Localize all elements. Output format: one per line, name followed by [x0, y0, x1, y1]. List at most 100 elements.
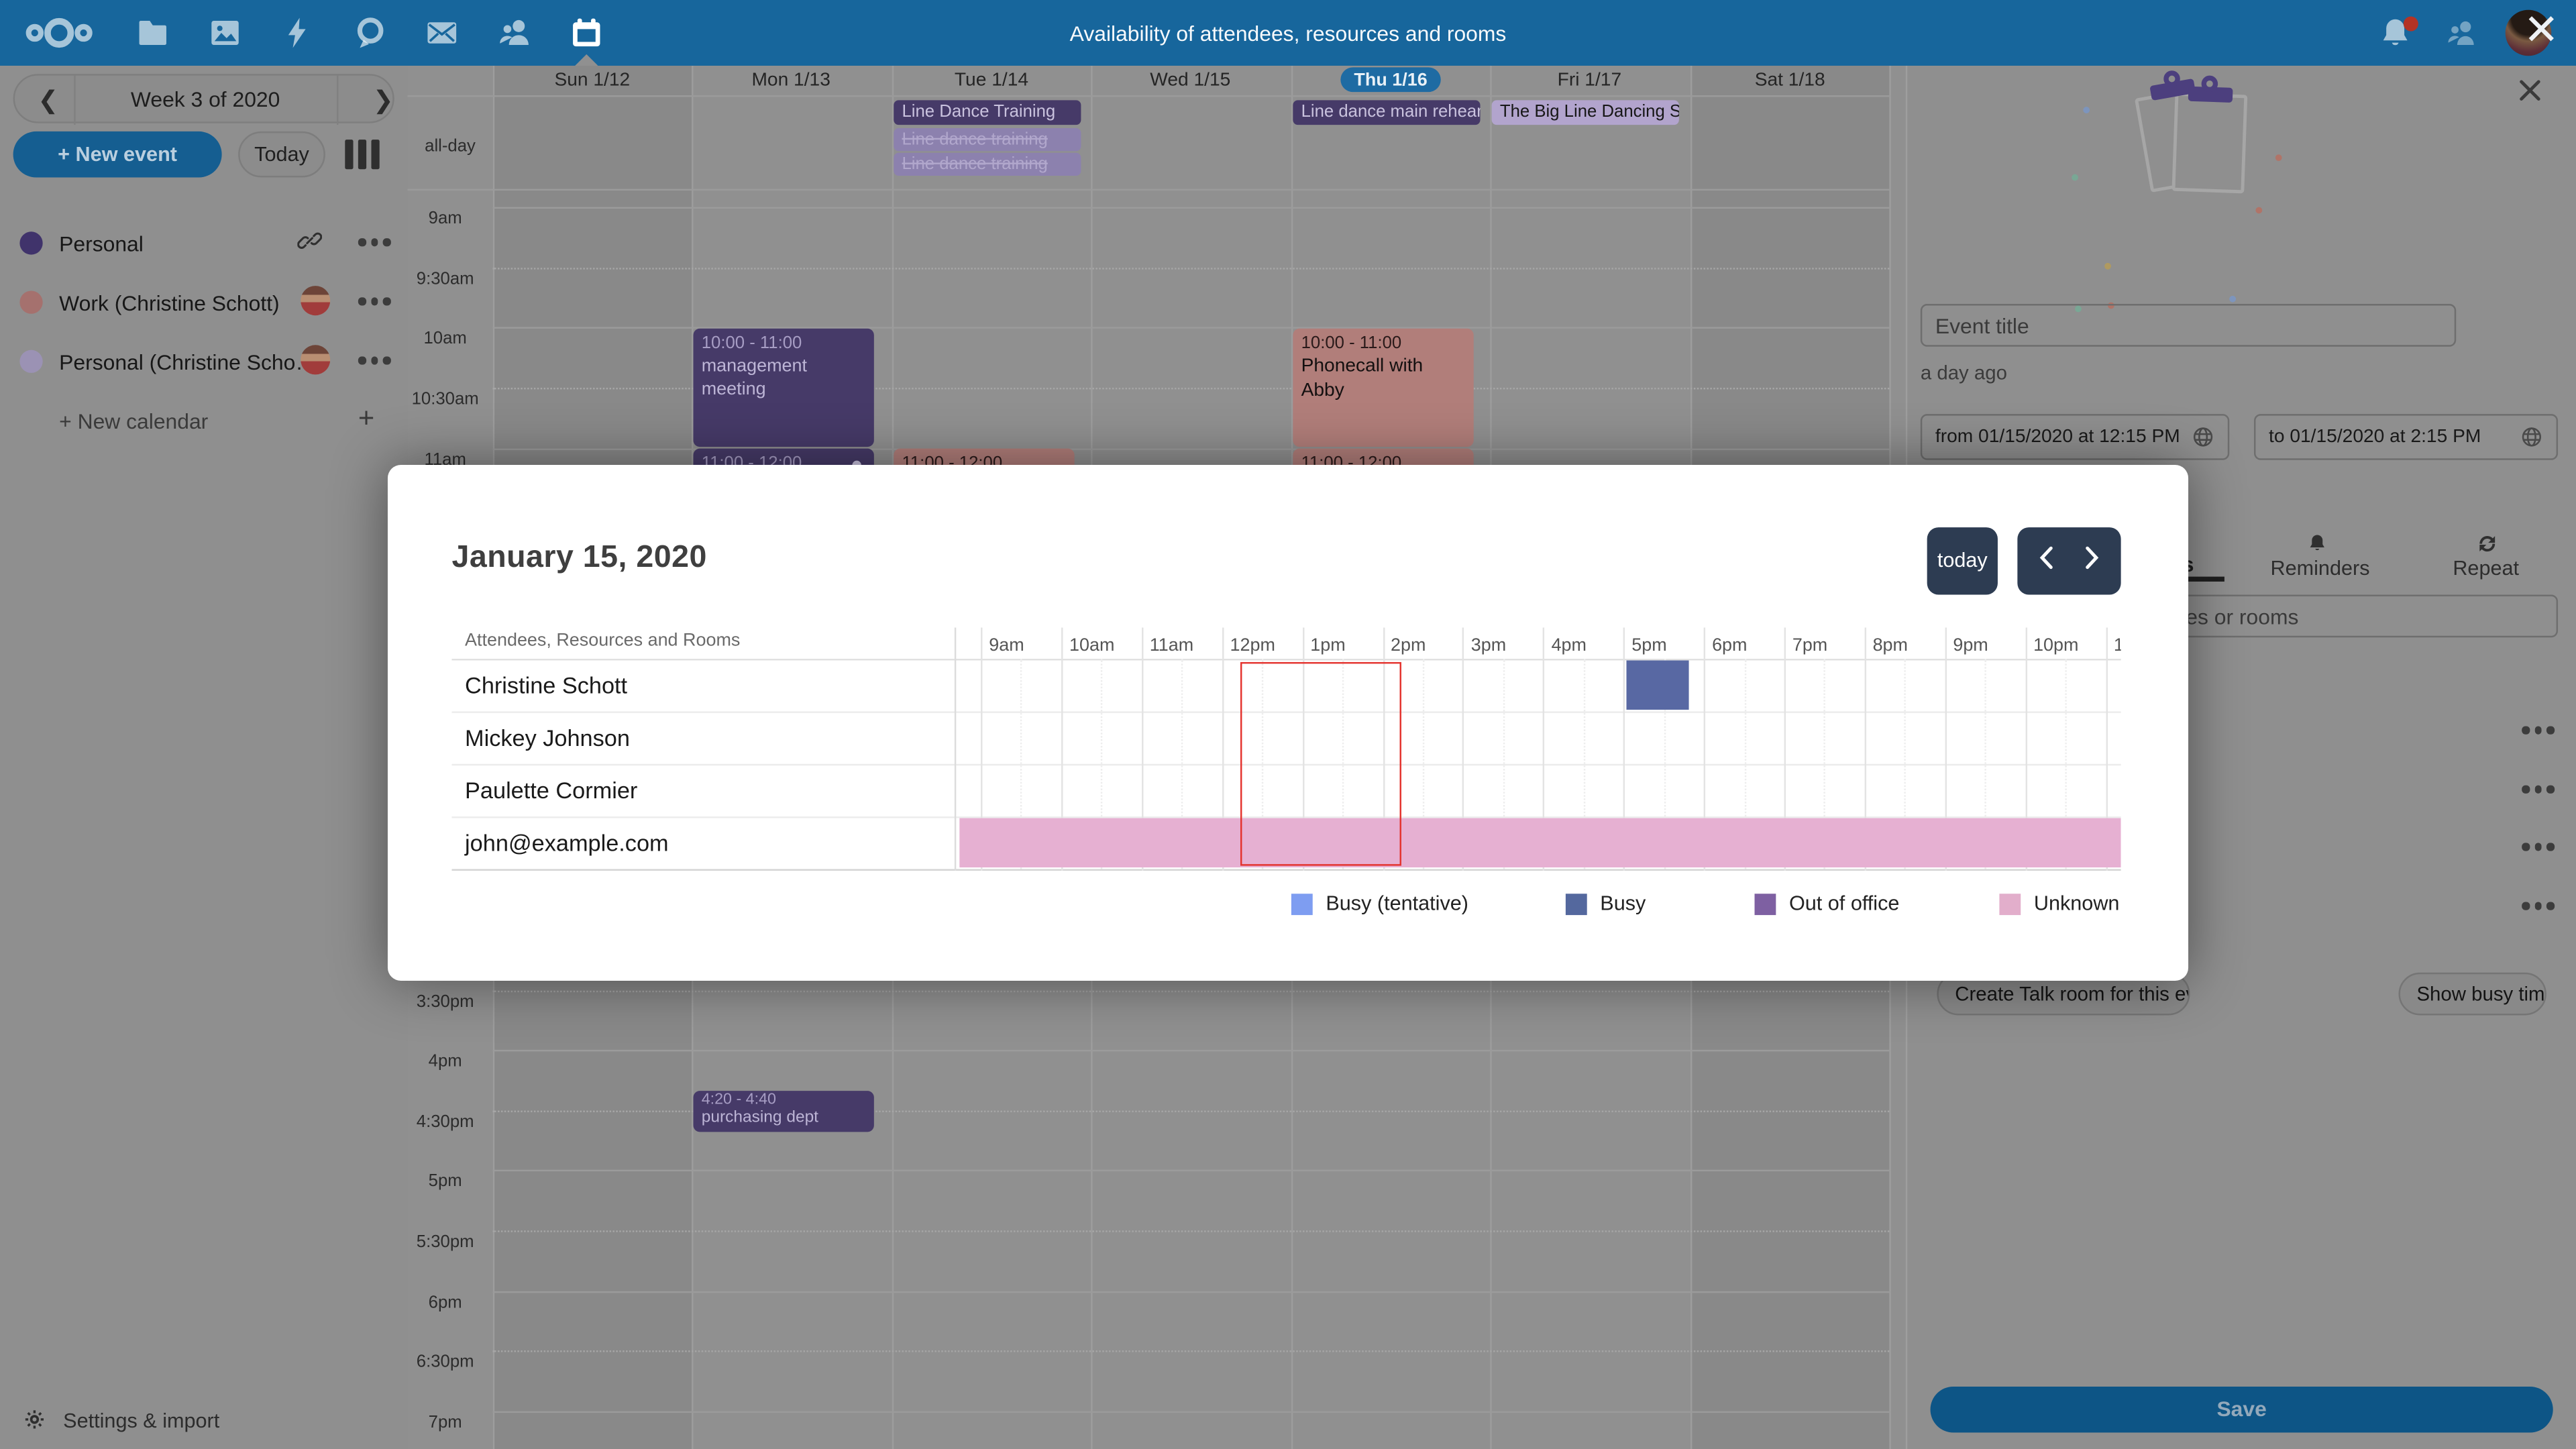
- week-label[interactable]: Week 3 of 2020: [130, 87, 280, 112]
- event-time-selection[interactable]: [1240, 661, 1401, 866]
- legend-swatch: [1565, 893, 1587, 914]
- attendee-row-menu-icon[interactable]: [2522, 726, 2554, 734]
- event-phonecall-with-abby[interactable]: 10:00 - 11:00 Phonecall with Abby: [1293, 327, 1474, 446]
- allday-event[interactable]: Line dance main rehearsal: [1293, 100, 1481, 125]
- from-date-field[interactable]: from 01/15/2020 at 12:15 PM: [1920, 414, 2230, 460]
- time-label: 9:30am: [416, 268, 474, 289]
- timeline-hour-label: 10pm: [2033, 635, 2079, 656]
- unknown-availability-bar: [959, 818, 2121, 868]
- time-label: 10:30am: [411, 389, 479, 409]
- next-day-chevron-icon[interactable]: [2083, 545, 2101, 578]
- day-header[interactable]: Wed 1/15: [1150, 70, 1231, 91]
- previous-week-chevron-icon[interactable]: ❮: [38, 87, 59, 115]
- timeline-hour-label: 8pm: [1872, 635, 1908, 656]
- contacts-menu-icon[interactable]: [2443, 15, 2479, 51]
- time-label: 6:30pm: [416, 1352, 474, 1373]
- timezone-globe-icon[interactable]: [2520, 425, 2543, 448]
- show-busy-times-button[interactable]: Show busy times: [2398, 972, 2546, 1016]
- time-label: 3:30pm: [416, 991, 474, 1012]
- save-button[interactable]: Save: [1930, 1386, 2553, 1433]
- calendar-menu-icon[interactable]: [358, 356, 390, 364]
- new-calendar-label: + New calendar: [59, 409, 209, 434]
- user-avatar[interactable]: [2505, 9, 2552, 56]
- tab-repeat[interactable]: Repeat: [2453, 557, 2520, 580]
- next-week-chevron-icon[interactable]: ❯: [372, 87, 394, 115]
- sidebar-item-personal-christine[interactable]: Personal (Christine Scho…): [0, 341, 407, 381]
- sidebar-item-work-christine[interactable]: Work (Christine Schott): [0, 282, 407, 322]
- day-header[interactable]: Sun 1/12: [554, 70, 631, 91]
- time-label: 7pm: [428, 1413, 462, 1433]
- settings-import-button[interactable]: Settings & import: [23, 1406, 384, 1436]
- gear-icon: [23, 1408, 46, 1431]
- calendar-color-dot: [19, 231, 43, 255]
- legend-out-of-office: Out of office: [1754, 892, 1899, 915]
- attendee-row: Christine Schott: [465, 672, 628, 698]
- mail-icon[interactable]: [424, 15, 460, 51]
- attendee-row-menu-icon[interactable]: [2522, 843, 2554, 851]
- new-event-button[interactable]: + New event: [13, 131, 222, 178]
- event-management-meeting[interactable]: 10:00 - 11:00 management meeting: [693, 327, 874, 446]
- legend-swatch: [1291, 893, 1313, 914]
- activity-icon[interactable]: [279, 15, 315, 51]
- time-label: 5pm: [428, 1172, 462, 1192]
- previous-day-chevron-icon[interactable]: [2037, 545, 2055, 578]
- week-switcher: ❮ Week 3 of 2020 ❯: [13, 74, 394, 125]
- calendar-icon[interactable]: [568, 15, 604, 51]
- active-app-notch: [575, 54, 598, 66]
- sidebar-item-personal[interactable]: Personal: [0, 223, 407, 263]
- files-icon[interactable]: [135, 15, 171, 51]
- share-link-icon[interactable]: [297, 228, 323, 253]
- to-date-field[interactable]: to 01/15/2020 at 2:15 PM: [2254, 414, 2559, 460]
- calendar-name: Work (Christine Schott): [59, 290, 280, 316]
- photos-icon[interactable]: [207, 15, 244, 51]
- allday-event[interactable]: Line Dance Training: [894, 100, 1081, 125]
- attendee-row: john@example.com: [465, 829, 669, 856]
- notifications-bell-icon[interactable]: [2377, 15, 2414, 51]
- tab-reminders[interactable]: Reminders: [2270, 557, 2370, 580]
- top-bar: Availability of attendees, resources and…: [0, 0, 2576, 66]
- timeline-hour-label: 10am: [1069, 635, 1115, 656]
- calendar-menu-icon[interactable]: [358, 238, 390, 246]
- calendar-menu-icon[interactable]: [358, 297, 390, 305]
- event-title-field[interactable]: [1920, 304, 2457, 347]
- repeat-icon: [2476, 532, 2499, 555]
- attendee-row-menu-icon[interactable]: [2522, 785, 2554, 793]
- avatar-close-x-icon: ✕: [2523, 5, 2560, 54]
- attendee-row-menu-icon[interactable]: [2522, 902, 2554, 910]
- day-header[interactable]: Tue 1/14: [954, 70, 1029, 91]
- availability-modal: January 15, 2020 today Attendees, Resour…: [387, 465, 2189, 981]
- timeline-hour-label: 5pm: [1631, 635, 1667, 656]
- plus-icon: +: [358, 402, 375, 434]
- timezone-globe-icon[interactable]: [2192, 425, 2214, 448]
- settings-label: Settings & import: [63, 1409, 220, 1433]
- timeline-hour-label: 9pm: [1953, 635, 1988, 656]
- today-button[interactable]: Today: [238, 131, 325, 178]
- timeline-hour-label: 3pm: [1470, 635, 1507, 656]
- timeline-hour-label: 1pm: [1310, 635, 1346, 656]
- legend-busy: Busy: [1565, 892, 1646, 915]
- close-panel-icon[interactable]: [2515, 76, 2544, 105]
- allday-event[interactable]: The Big Line Dancing Show: [1491, 100, 1679, 125]
- new-calendar-button[interactable]: + New calendar +: [0, 401, 407, 441]
- day-header[interactable]: Fri 1/17: [1557, 70, 1622, 91]
- event-purchasing-dept[interactable]: 4:20 - 4:40 purchasing dept: [693, 1089, 874, 1132]
- modal-today-button[interactable]: today: [1927, 527, 1998, 595]
- day-header-today[interactable]: Thu 1/16: [1291, 67, 1490, 93]
- calendar-color-dot: [19, 290, 43, 314]
- nextcloud-logo-icon[interactable]: [23, 15, 95, 51]
- timeline-hour-label: 2pm: [1391, 635, 1426, 656]
- allday-event-cancelled[interactable]: Line dance training: [894, 127, 1081, 151]
- modal-date-title: January 15, 2020: [451, 540, 707, 576]
- view-toggle-icon[interactable]: [345, 140, 380, 170]
- talk-icon[interactable]: [352, 15, 388, 51]
- time-label: 9am: [428, 209, 462, 229]
- shared-by-avatar: [301, 345, 331, 375]
- allday-event-cancelled[interactable]: Line dance training: [894, 152, 1081, 175]
- attendee-row: Mickey Johnson: [465, 724, 630, 751]
- contacts-icon[interactable]: [496, 15, 533, 51]
- day-header[interactable]: Sat 1/18: [1754, 70, 1825, 91]
- timeline-hour-label: 12pm: [1230, 635, 1275, 656]
- busy-block: [1626, 660, 1689, 710]
- availability-timeline[interactable]: 9am 10am 11am 12pm 1pm 2pm 3pm 4pm 5pm 6…: [959, 627, 2121, 871]
- day-header[interactable]: Mon 1/13: [751, 70, 830, 91]
